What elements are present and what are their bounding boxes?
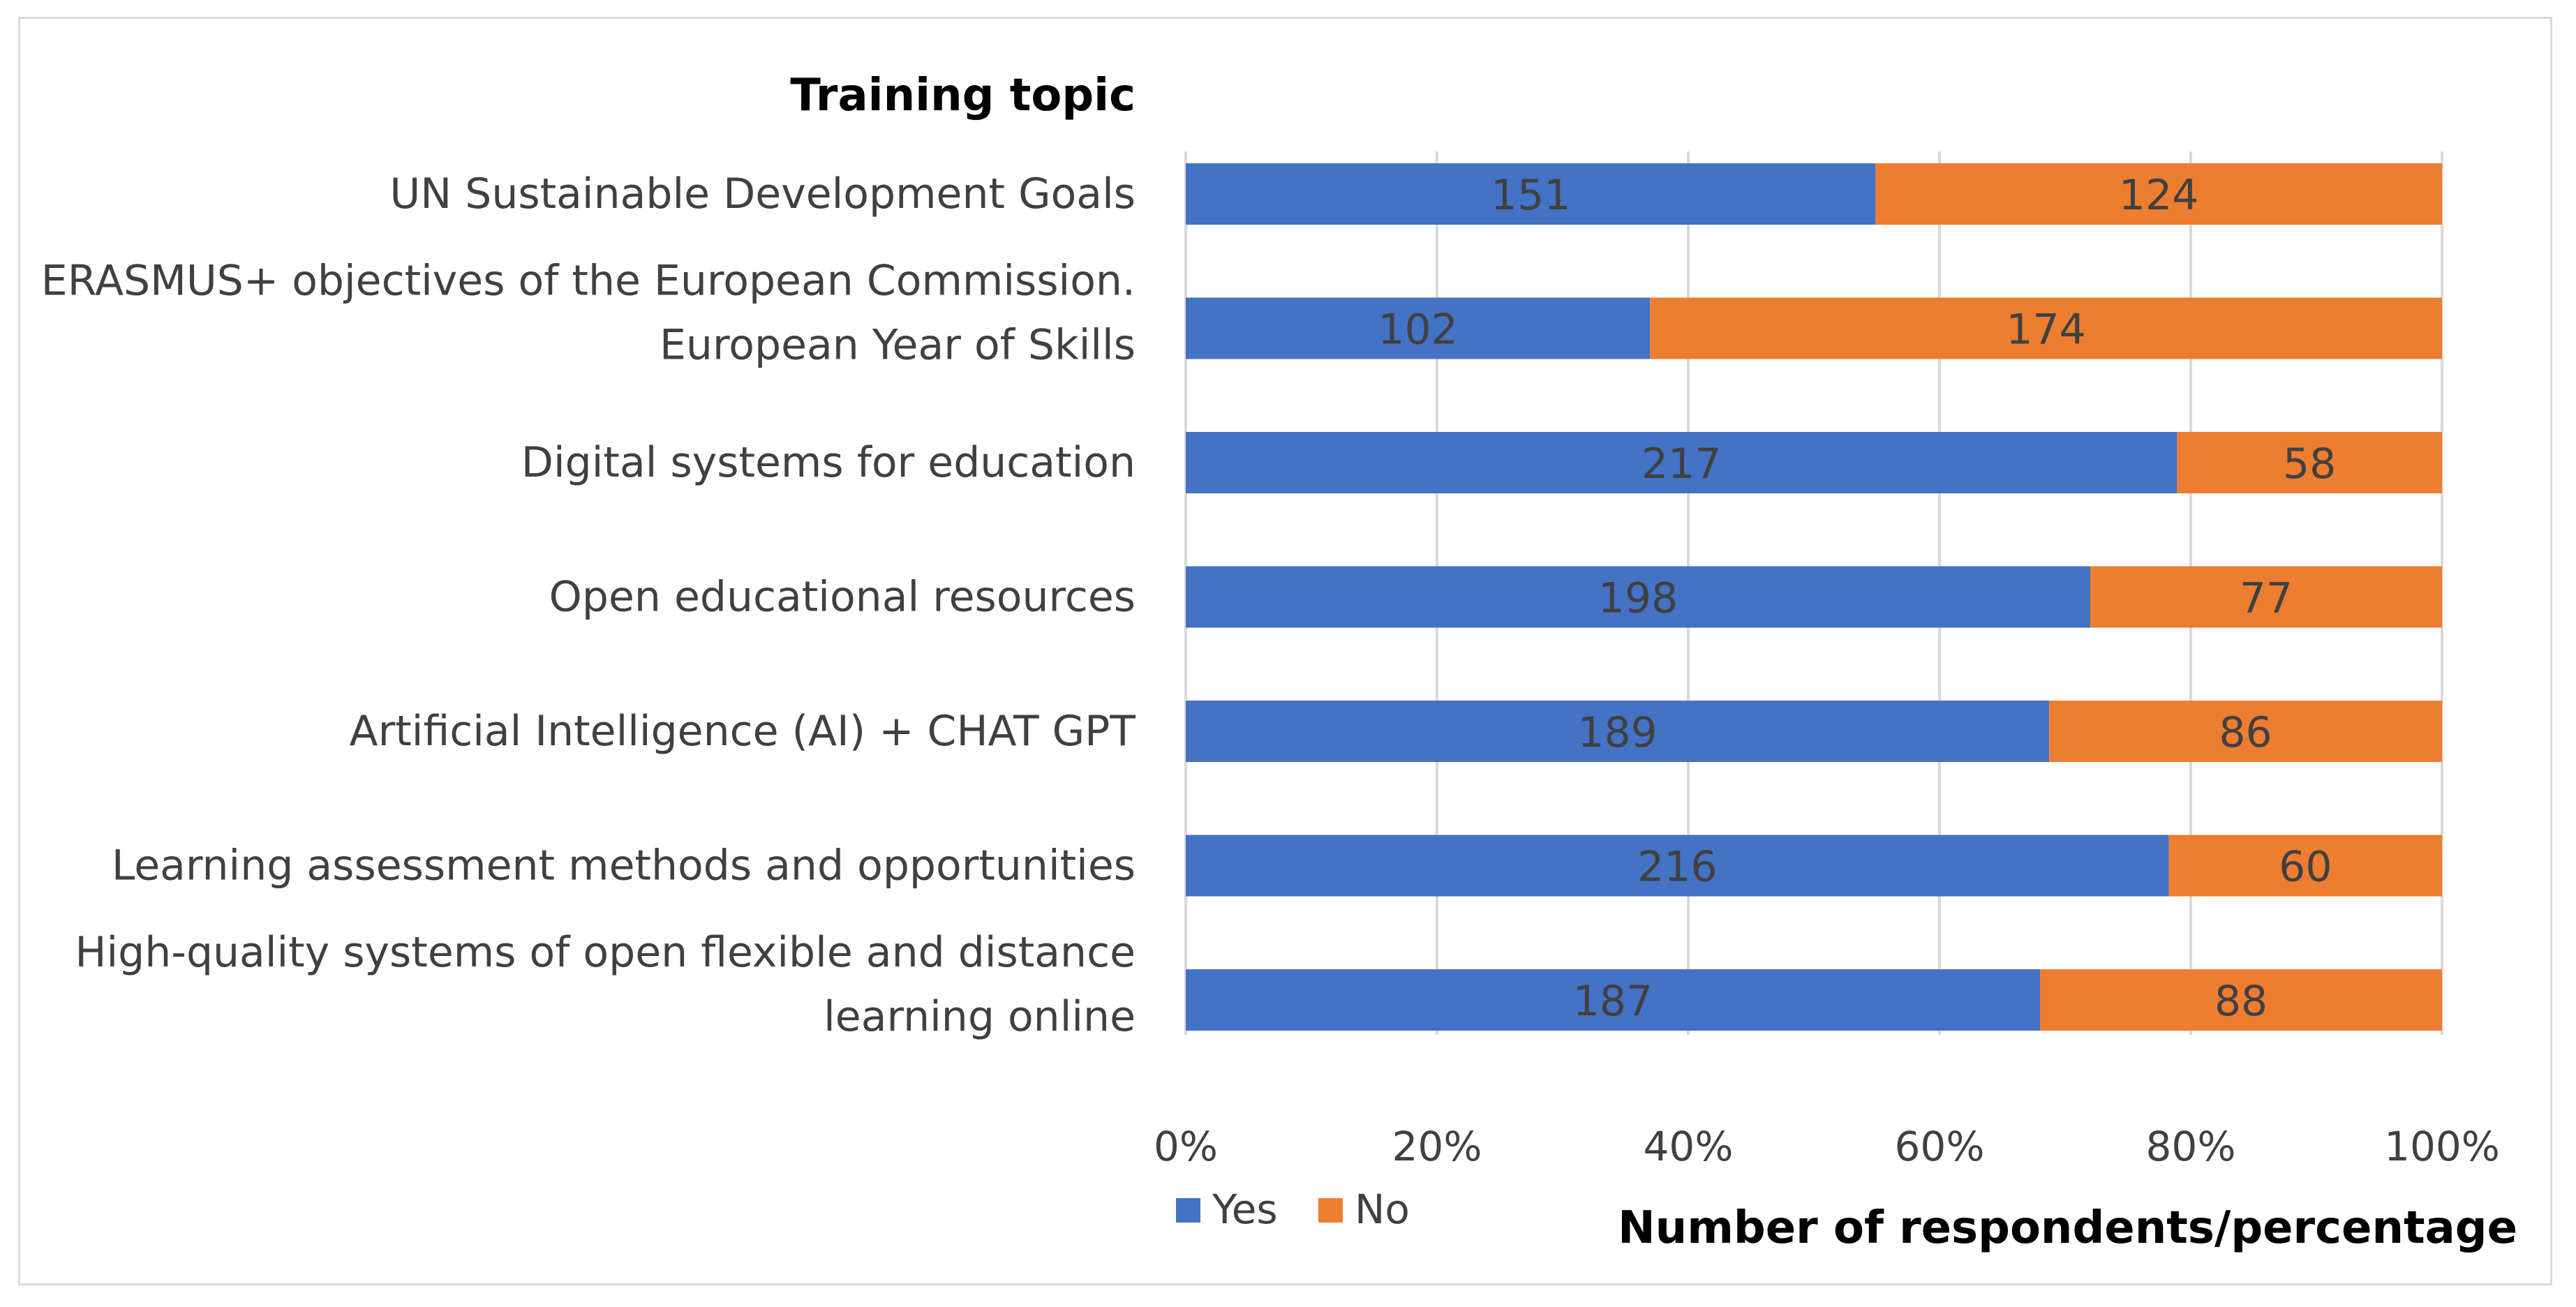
bar-yes bbox=[1186, 969, 2040, 1031]
bar-no bbox=[2168, 835, 2442, 897]
stacked-bar-chart: 151 124 102 174 217 58 198 77 189 86 216 60 187 88 UN… bbox=[41, 70, 2517, 1254]
legend-label-no: No bbox=[1355, 1186, 1410, 1233]
data-label: 124 bbox=[2119, 171, 2199, 220]
x-tick-label: 80% bbox=[2146, 1123, 2236, 1170]
bar-no bbox=[2040, 969, 2442, 1031]
data-label: 77 bbox=[2240, 574, 2293, 623]
x-tick-label: 0% bbox=[1154, 1123, 1218, 1170]
bar-no bbox=[1875, 163, 2442, 225]
bar-yes bbox=[1186, 835, 2169, 897]
data-label: 151 bbox=[1491, 171, 1571, 220]
category-label: Open educational resources bbox=[549, 573, 1136, 622]
legend-swatch-no bbox=[1318, 1198, 1343, 1223]
y-axis-title: Training topic bbox=[790, 70, 1136, 121]
category-labels: UN Sustainable Development Goals ERASMUS+… bbox=[41, 170, 1136, 1041]
data-label: 88 bbox=[2214, 977, 2268, 1026]
x-tick-label: 20% bbox=[1392, 1123, 1482, 1170]
bars bbox=[1186, 163, 2442, 1031]
legend-swatch-yes bbox=[1176, 1198, 1200, 1223]
category-label: European Year of Skills bbox=[660, 321, 1136, 370]
legend-label-yes: Yes bbox=[1212, 1186, 1278, 1233]
bar-no bbox=[2177, 432, 2442, 493]
data-label: 216 bbox=[1637, 843, 1718, 892]
data-label: 198 bbox=[1598, 574, 1678, 623]
x-tick-label: 40% bbox=[1644, 1123, 1734, 1170]
data-label: 60 bbox=[2279, 843, 2332, 892]
x-tick-labels: 0% 20% 40% 60% 80% 100% bbox=[1154, 1123, 2500, 1170]
category-label: UN Sustainable Development Goals bbox=[389, 170, 1136, 218]
data-label: 189 bbox=[1577, 708, 1658, 757]
data-label: 174 bbox=[2006, 306, 2086, 354]
data-label: 58 bbox=[2283, 440, 2336, 488]
category-label: Learning assessment methods and opportun… bbox=[112, 842, 1136, 890]
legend: Yes No bbox=[1176, 1186, 1410, 1233]
category-label: High-quality systems of open flexible an… bbox=[75, 928, 1136, 977]
bar-yes bbox=[1186, 163, 1876, 225]
bar-no bbox=[2049, 701, 2442, 762]
bar-yes bbox=[1186, 566, 2090, 628]
bar-yes bbox=[1186, 297, 1651, 359]
data-label: 187 bbox=[1573, 977, 1653, 1026]
data-label: 86 bbox=[2219, 708, 2272, 757]
data-label: 217 bbox=[1641, 440, 1722, 488]
data-labels: 151 124 102 174 217 58 198 77 189 86 216 60 187 88 bbox=[1378, 171, 2336, 1026]
data-label: 102 bbox=[1378, 306, 1458, 354]
x-tick-label: 60% bbox=[1895, 1123, 1985, 1170]
category-label: learning online bbox=[824, 992, 1136, 1041]
chart-frame: 151 124 102 174 217 58 198 77 189 86 216 60 187 88 UN… bbox=[18, 17, 2552, 1285]
category-label: Artificial Intelligence (AI) + CHAT GPT bbox=[350, 707, 1136, 756]
x-axis-title: Number of respondents/percentage bbox=[1618, 1202, 2517, 1254]
x-tick-label: 100% bbox=[2384, 1123, 2500, 1170]
bar-yes bbox=[1186, 432, 2177, 493]
bar-yes bbox=[1186, 701, 2050, 762]
category-label: ERASMUS+ objectives of the European Comm… bbox=[41, 257, 1136, 306]
category-label: Digital systems for education bbox=[521, 438, 1136, 487]
bar-no bbox=[1650, 297, 2442, 359]
bar-no bbox=[2090, 566, 2442, 628]
